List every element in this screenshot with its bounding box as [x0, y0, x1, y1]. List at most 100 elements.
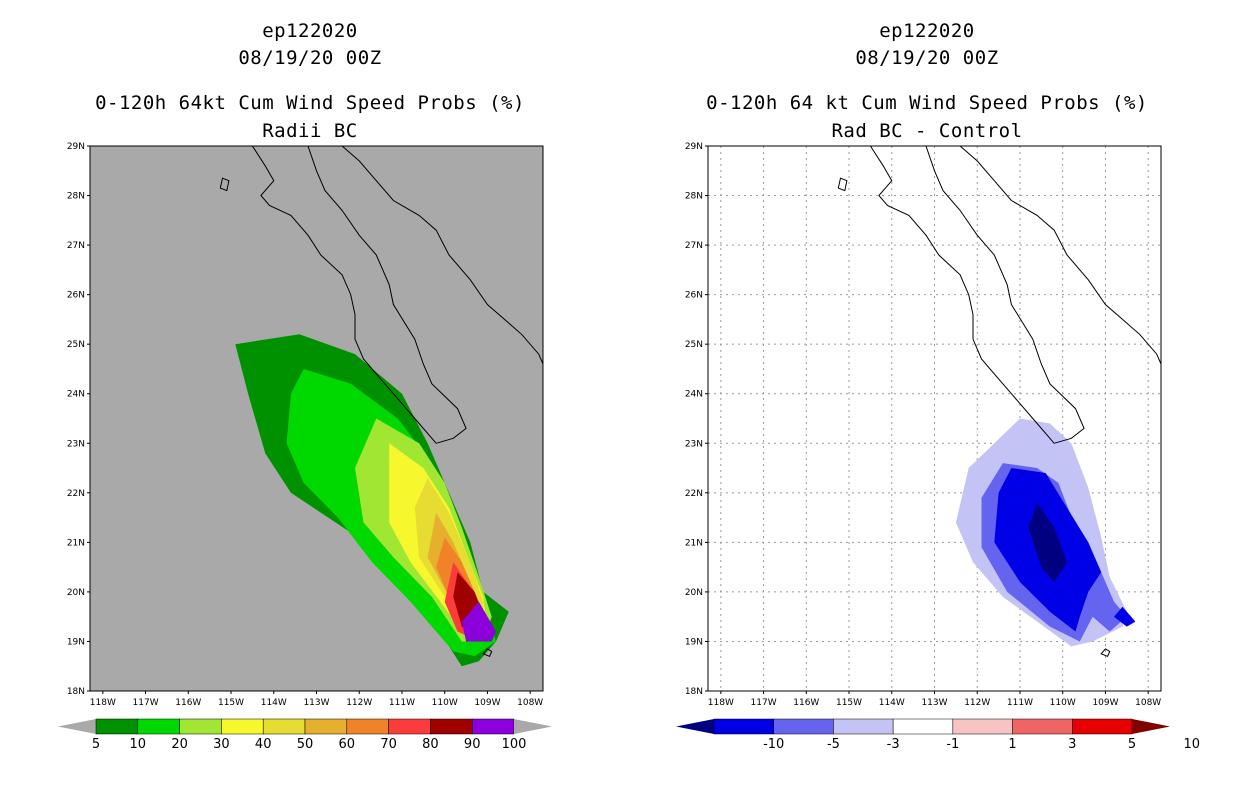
- right-colorbar-extend-low: [676, 719, 714, 734]
- right-xtick-label: 115W: [836, 698, 862, 708]
- right-ytick-label: 25N: [685, 340, 703, 350]
- right-colorbar-swatch: [1072, 718, 1133, 735]
- right-ytick-label: 20N: [685, 588, 703, 598]
- right-ytick-label: 22N: [685, 489, 703, 499]
- right-xtick-label: 108W: [1135, 698, 1161, 708]
- right-ytick-label: 27N: [685, 241, 703, 251]
- right-xtick-label: 109W: [1092, 698, 1118, 708]
- right-coastline: [925, 145, 1085, 444]
- left-ytick-label: 18N: [67, 687, 85, 697]
- left-ytick-label: 20N: [67, 588, 85, 598]
- left-colorbar-swatch: [346, 718, 389, 735]
- right-xtick-label: 113W: [921, 698, 947, 708]
- left-ytick-label: 25N: [67, 340, 85, 350]
- right-datetime: 08/19/20 00Z: [855, 47, 999, 69]
- right-coastline: [869, 145, 1055, 444]
- right-colorbar-swatch: [713, 718, 774, 735]
- left-xtick-label: 113W: [303, 698, 329, 708]
- right-colorbar-label: 3: [1068, 737, 1076, 752]
- left-contour-90: [461, 601, 496, 642]
- left-coastline: [482, 648, 493, 657]
- right-coastline: [959, 145, 1162, 365]
- right-colorbar-extend-high: [1132, 719, 1170, 734]
- right-contour-neg5: [1114, 606, 1136, 627]
- left-storm-id: ep122020: [262, 20, 358, 42]
- right-colorbar-label: -3: [887, 737, 900, 752]
- right-storm-id: ep122020: [879, 20, 975, 42]
- right-contour-neg10: [1028, 502, 1067, 582]
- right-colorbar-swatch: [952, 718, 1013, 735]
- right-ytick-label: 29N: [685, 142, 703, 152]
- right-colorbar-label: 10: [1183, 737, 1200, 752]
- left-colorbar-swatch: [221, 718, 264, 735]
- left-colorbar-swatch: [137, 718, 180, 735]
- right-coastline: [1100, 648, 1111, 657]
- right-xtick-label: 118W: [708, 698, 734, 708]
- right-subtitle: Rad BC - Control: [831, 120, 1023, 142]
- left-coastline: [251, 145, 437, 444]
- left-ytick-label: 22N: [67, 489, 85, 499]
- right-ytick-label: 26N: [685, 291, 703, 301]
- left-xtick-label: 109W: [474, 698, 500, 708]
- left-colorbar-label: 30: [213, 737, 230, 752]
- left-coastline: [341, 145, 544, 365]
- left-coastline: [219, 177, 230, 192]
- right-colorbar-swatch: [833, 718, 894, 735]
- left-coastline: [307, 145, 467, 444]
- left-colorbar-swatch: [95, 718, 139, 735]
- left-colorbar-label: 10: [130, 737, 147, 752]
- left-xtick-label: 111W: [389, 698, 415, 708]
- right-colorbar-label: -5: [827, 737, 840, 752]
- left-xtick-label: 117W: [133, 698, 159, 708]
- left-colorbar-label: 5: [92, 737, 100, 752]
- left-colorbar-extend-low: [58, 719, 96, 734]
- left-panel: 18N 19N 20N 21N 22N 23N 24N 25N 26N 27N 28N 29N 118W…: [58, 142, 552, 752]
- left-colorbar-label: 20: [171, 737, 188, 752]
- left-xtick-label: 112W: [346, 698, 372, 708]
- left-colorbar-label: 50: [297, 737, 314, 752]
- right-panel: 18N 19N 20N 21N 22N 23N 24N 25N 26N 27N 28N 29N 118W…: [676, 142, 1200, 752]
- right-colorbar-label: -1: [946, 737, 959, 752]
- left-xtick-label: 116W: [175, 698, 201, 708]
- left-colorbar-label: 60: [339, 737, 356, 752]
- left-ytick-label: 24N: [67, 390, 85, 400]
- right-xtick-label: 112W: [964, 698, 990, 708]
- left-ytick-label: 23N: [67, 439, 85, 449]
- right-xtick-label: 114W: [879, 698, 905, 708]
- right-title: 0-120h 64 kt Cum Wind Speed Probs (%): [706, 92, 1148, 114]
- right-colorbar-label: 5: [1128, 737, 1136, 752]
- right-ytick-label: 18N: [685, 687, 703, 697]
- right-ytick-label: 24N: [685, 390, 703, 400]
- left-colorbar-swatch: [430, 718, 473, 735]
- left-xtick-label: 108W: [517, 698, 543, 708]
- left-ytick-label: 29N: [67, 142, 85, 152]
- right-colorbar-swatch: [892, 718, 954, 735]
- right-xtick-label: 116W: [793, 698, 819, 708]
- left-colorbar-extend-high: [514, 719, 552, 734]
- left-colorbar-label: 70: [380, 737, 397, 752]
- left-colorbar-label: 100: [502, 737, 527, 752]
- left-xtick-label: 110W: [432, 698, 458, 708]
- left-xtick-label: 115W: [218, 698, 244, 708]
- right-xtick-label: 117W: [751, 698, 777, 708]
- left-xtick-label: 118W: [90, 698, 116, 708]
- left-datetime: 08/19/20 00Z: [238, 47, 382, 69]
- right-coastline: [837, 177, 848, 192]
- right-xtick-label: 110W: [1050, 698, 1076, 708]
- left-colorbar-swatch: [179, 718, 222, 735]
- left-subtitle: Radii BC: [262, 120, 358, 142]
- left-title: 0-120h 64kt Cum Wind Speed Probs (%): [95, 92, 525, 114]
- right-colorbar-label: -10: [763, 737, 784, 752]
- left-colorbar-swatch: [304, 718, 348, 735]
- left-ytick-label: 19N: [67, 637, 85, 647]
- left-colorbar-swatch: [471, 718, 515, 735]
- right-ytick-label: 21N: [685, 538, 703, 548]
- left-colorbar-swatch: [262, 718, 306, 735]
- right-ytick-label: 28N: [685, 192, 703, 202]
- left-ytick-label: 21N: [67, 538, 85, 548]
- left-ytick-label: 26N: [67, 291, 85, 301]
- left-colorbar-label: 40: [255, 737, 272, 752]
- right-colorbar-swatch: [773, 718, 834, 735]
- right-xtick-label: 111W: [1007, 698, 1033, 708]
